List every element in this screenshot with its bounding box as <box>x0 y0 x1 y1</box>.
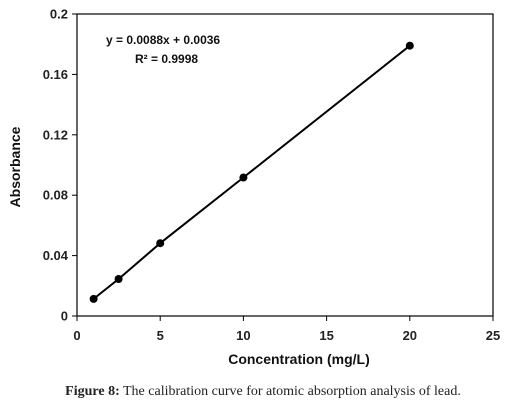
x-tick-label: 15 <box>319 328 333 343</box>
y-axis-title: Absorbance <box>7 126 23 207</box>
series <box>89 41 414 303</box>
y-tick-label: 0.08 <box>43 188 68 203</box>
x-tick-label: 10 <box>236 328 250 343</box>
equation-annotation: y = 0.0088x + 0.0036 <box>106 33 220 47</box>
x-tick-label: 0 <box>73 328 80 343</box>
caption-label: Figure 8: <box>65 384 120 399</box>
plot-frame <box>76 13 494 317</box>
x-axis: 0 5 10 15 20 25 <box>73 316 500 343</box>
figure-caption: Figure 8: The calibration curve for atom… <box>0 384 526 400</box>
y-tick-label: 0 <box>61 309 68 324</box>
calibration-chart: 0 0.04 0.08 0.12 0.16 0.2 0 5 10 15 20 25 y = 0.00… <box>7 7 500 368</box>
y-axis: 0 0.04 0.08 0.12 0.16 0.2 <box>43 7 77 324</box>
y-tick-label: 0.16 <box>43 67 68 82</box>
x-tick-label: 5 <box>157 328 164 343</box>
x-tick-label: 25 <box>486 328 500 343</box>
data-point <box>114 275 123 284</box>
data-point <box>89 294 98 303</box>
data-point <box>156 239 165 248</box>
r-squared-annotation: R² = 0.9998 <box>135 52 198 66</box>
y-tick-label: 0.2 <box>50 7 68 22</box>
data-point <box>405 41 414 50</box>
x-tick-label: 20 <box>403 328 417 343</box>
series-line <box>92 44 411 300</box>
y-tick-label: 0.04 <box>43 248 69 263</box>
y-tick-label: 0.12 <box>43 127 68 142</box>
data-point <box>239 173 248 182</box>
x-axis-title: Concentration (mg/L) <box>228 351 370 367</box>
caption-text: The calibration curve for atomic absorpt… <box>123 384 461 399</box>
